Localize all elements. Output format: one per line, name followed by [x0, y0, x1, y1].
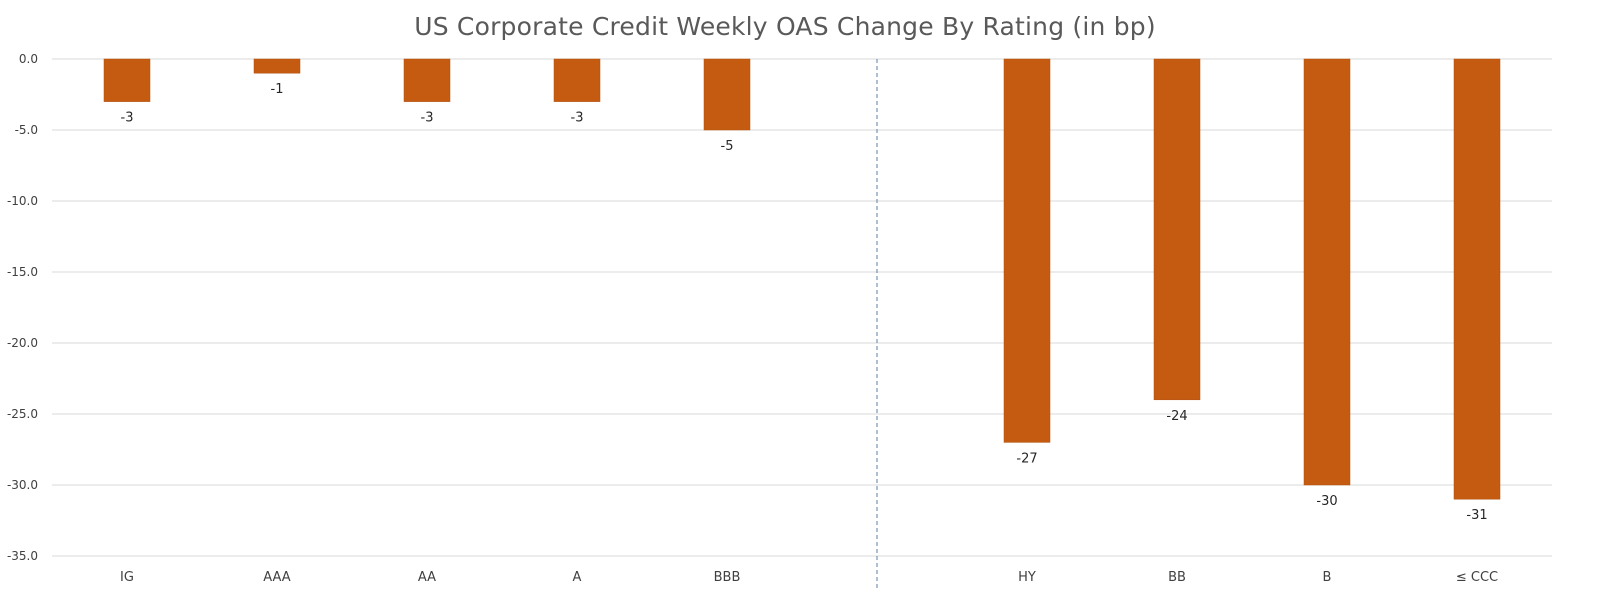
data-labels: -3 -1 -3 -3 -5 -27 -24 -30 -31: [121, 82, 1488, 523]
y-tick-label: -15.0: [7, 265, 38, 279]
data-label: -31: [1466, 508, 1487, 523]
category-label: IG: [120, 570, 134, 585]
data-label: -3: [421, 111, 434, 126]
y-tick-label: -35.0: [7, 549, 38, 563]
bar: [553, 58, 601, 102]
category-label: AAA: [263, 570, 291, 585]
data-label: -3: [571, 111, 584, 126]
data-label: -1: [271, 82, 284, 97]
bars: [103, 58, 1501, 500]
category-label: A: [573, 570, 582, 585]
y-tick-label: 0.0: [19, 52, 38, 66]
bar: [403, 58, 451, 102]
y-tick-label: -10.0: [7, 194, 38, 208]
y-axis-ticks: 0.0 -5.0 -10.0 -15.0 -20.0 -25.0 -30.0 -35.0: [7, 52, 38, 563]
category-label: B: [1323, 570, 1332, 585]
category-label: AA: [418, 570, 436, 585]
data-label: -30: [1316, 494, 1337, 509]
bar: [1303, 58, 1351, 486]
category-label: BB: [1168, 570, 1186, 585]
y-tick-label: -5.0: [15, 123, 38, 137]
category-label: ≤ CCC: [1456, 570, 1498, 585]
data-label: -27: [1016, 451, 1037, 466]
gridlines: [52, 58, 1552, 557]
data-label: -3: [121, 111, 134, 126]
bar: [253, 58, 301, 74]
chart-title: US Corporate Credit Weekly OAS Change By…: [414, 12, 1156, 41]
y-tick-label: -30.0: [7, 478, 38, 492]
bar: [103, 58, 151, 102]
category-label: HY: [1018, 570, 1036, 585]
x-axis-categories: IG AAA AA A BBB HY BB B ≤ CCC: [120, 570, 1498, 585]
bar: [703, 58, 751, 131]
data-label: -24: [1166, 409, 1187, 424]
y-tick-label: -20.0: [7, 336, 38, 350]
bar: [1153, 58, 1201, 401]
data-label: -5: [721, 139, 734, 154]
y-tick-label: -25.0: [7, 407, 38, 421]
bar: [1003, 58, 1051, 443]
bar: [1453, 58, 1501, 500]
category-label: BBB: [714, 570, 741, 585]
